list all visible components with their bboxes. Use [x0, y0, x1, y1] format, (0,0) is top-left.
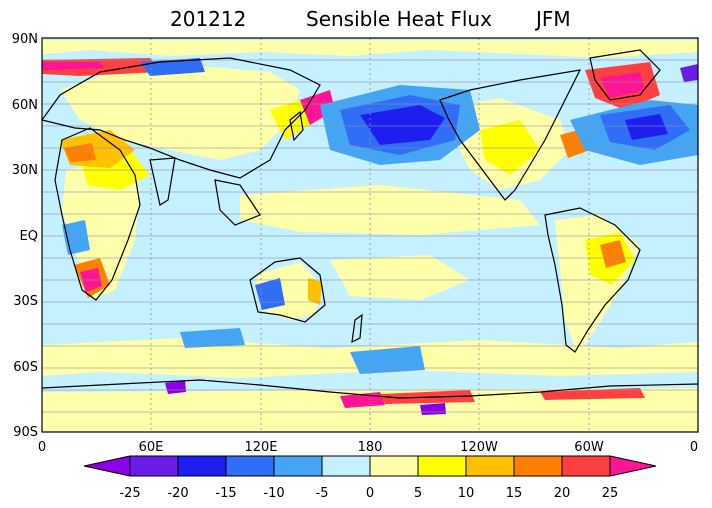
southern-ocean-blue-2 — [180, 328, 245, 348]
us-east-yellow — [480, 120, 540, 175]
colorbar-tick-label: 25 — [602, 486, 619, 501]
antarctic-purple-2 — [420, 403, 446, 415]
colorbar-bin — [321, 455, 371, 477]
colorbar-tick-label: -15 — [215, 486, 236, 501]
colorbar-tick-label: 15 — [506, 486, 523, 501]
colorbar-tick-label: 0 — [366, 486, 374, 501]
x-tick-label: 180 — [358, 440, 383, 455]
longitude-grid-lines — [150, 38, 590, 432]
colorbar-tick-label: 20 — [554, 486, 571, 501]
map-frame — [41, 37, 699, 433]
colorbar-bin — [417, 455, 467, 477]
brazil-orange — [600, 240, 626, 268]
coast-north-america — [439, 69, 582, 201]
y-tick-label: 30S — [13, 294, 38, 309]
colorbar-bin — [561, 455, 611, 477]
colorbar-tick-label: 10 — [458, 486, 475, 501]
negative-regions — [62, 58, 698, 415]
siberia-arctic-pink — [42, 62, 104, 70]
antarctic-red-2 — [540, 388, 645, 400]
x-tick-label: 120E — [244, 440, 277, 455]
colorbar: -25 -20 -15 -10 -5 0 5 10 15 20 25 — [83, 455, 657, 501]
greenland-pink — [600, 72, 645, 98]
coastlines — [42, 49, 698, 399]
eurasia-land-field — [60, 66, 300, 160]
north-pacific-core — [360, 105, 445, 145]
y-tick-label: 60S — [13, 360, 38, 375]
coast-africa — [54, 127, 141, 301]
antarctic-purple-1 — [165, 380, 186, 394]
x-tick-label: 120W — [460, 440, 498, 455]
y-tick-label: 90S — [13, 425, 38, 440]
colorbar-right-arrow — [609, 455, 657, 477]
colorbar-bin — [465, 455, 515, 477]
greenland-purple — [680, 64, 698, 82]
y-tick-label: 90N — [12, 32, 38, 47]
y-tick-label: 60N — [12, 98, 38, 113]
y-tick-label: EQ — [20, 229, 38, 244]
y-axis: 90N 60N 30N EQ 30S 60S 90S — [12, 32, 38, 440]
colorbar-bin — [225, 455, 275, 477]
colorbar-tick-label: -5 — [316, 486, 329, 501]
x-tick-label: 0 — [38, 440, 46, 455]
colorbar-bin — [273, 455, 323, 477]
colorbar-bin — [369, 455, 419, 477]
gulf-stream-core — [625, 114, 668, 140]
colorbar-bin — [177, 455, 227, 477]
x-tick-label: 0 — [690, 440, 698, 455]
coast-japan — [289, 110, 304, 142]
colorbar-bin — [129, 455, 179, 477]
x-tick-label: 60E — [139, 440, 164, 455]
x-axis: 0 60E 120E 180 120W 60W 0 — [38, 440, 698, 455]
okhotsk-pink — [300, 90, 335, 125]
south-pacific-patch — [330, 255, 470, 300]
coast-india — [149, 157, 176, 206]
x-tick-label: 60W — [574, 440, 604, 455]
title-season: JFM — [534, 7, 571, 31]
coast-greenland — [589, 49, 661, 101]
title-variable: Sensible Heat Flux — [306, 7, 492, 31]
coast-south-america — [544, 207, 641, 353]
colorbar-bin — [513, 455, 563, 477]
coast-antarctica — [42, 379, 698, 399]
colorbar-tick-label: -20 — [167, 486, 188, 501]
coast-se-asia — [214, 179, 261, 226]
colorbar-left-arrow — [83, 455, 131, 477]
title-date: 201212 — [170, 7, 246, 31]
map-plot-area — [42, 38, 698, 432]
colorbar-tick-label: -25 — [119, 486, 140, 501]
coast-new-zealand — [351, 313, 363, 344]
coast-australia — [249, 257, 326, 323]
colorbar-tick-label: 5 — [414, 486, 422, 501]
y-tick-label: 30N — [12, 163, 38, 178]
coast-eurasia — [42, 57, 321, 179]
colorbar-tick-label: -10 — [263, 486, 284, 501]
southern-ocean-blue-1 — [350, 346, 425, 374]
tropical-pacific-band — [240, 185, 540, 235]
australia-east-orange — [308, 278, 322, 305]
